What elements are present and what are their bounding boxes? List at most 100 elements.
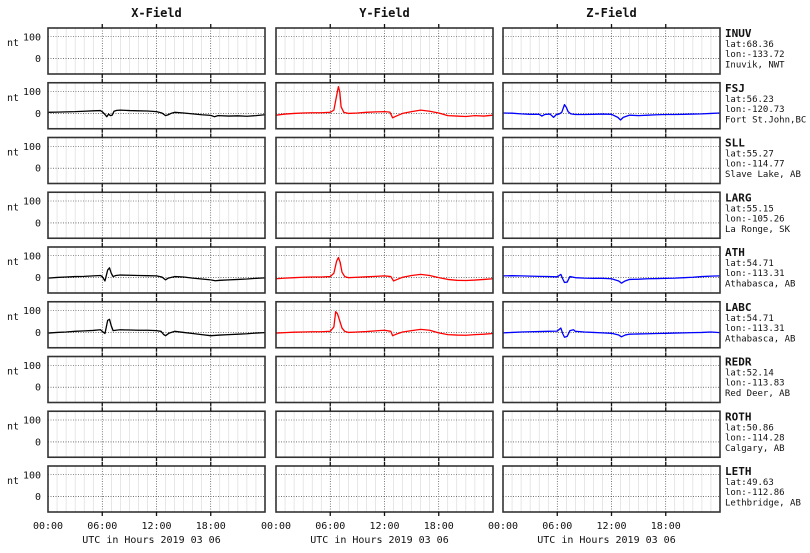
- station-lon: lon:-112.86: [725, 488, 785, 498]
- y-tick-label: 100: [23, 361, 41, 372]
- y-tick-label: 100: [23, 197, 41, 208]
- series-line-y-field: [275, 256, 494, 282]
- station-place: Athabasca, AB: [725, 280, 795, 290]
- x-axis-label: UTC in Hours 2019 03 06: [310, 535, 448, 546]
- station-lat: lat:55.15: [725, 204, 774, 214]
- panel: [275, 462, 494, 516]
- panel: [502, 297, 721, 352]
- y-axis-unit-label: nt: [7, 257, 19, 268]
- station-lon: lon:-113.31: [725, 324, 785, 334]
- x-tick-label: 00:00: [261, 521, 291, 532]
- x-tick-label: 12:00: [369, 521, 399, 532]
- station-lat: lat:50.86: [725, 423, 774, 433]
- column-title: X-Field: [131, 6, 182, 20]
- y-tick-label: 0: [35, 328, 41, 339]
- y-tick-label: 0: [35, 164, 41, 175]
- y-tick-label: 0: [35, 492, 41, 503]
- station-lon: lon:-113.31: [725, 269, 785, 279]
- x-tick-label: 00:00: [488, 521, 518, 532]
- station-lon: lon:-114.77: [725, 160, 785, 170]
- series-line-z-field: [502, 273, 721, 284]
- y-tick-label: 0: [35, 273, 41, 284]
- station-lon: lon:-114.28: [725, 433, 785, 443]
- station-code: SLL: [725, 137, 745, 150]
- station-code: ROTH: [725, 410, 752, 423]
- y-tick-label: 0: [35, 437, 41, 448]
- y-axis-unit-label: nt: [7, 38, 19, 49]
- station-place: Red Deer, AB: [725, 389, 790, 399]
- station-lon: lon:-133.72: [725, 50, 785, 60]
- station-code: ATH: [725, 246, 745, 259]
- panel: [502, 407, 721, 462]
- station-code: FSJ: [725, 82, 745, 95]
- series-line-x-field: [47, 109, 266, 118]
- series-line-y-field: [275, 86, 494, 119]
- panel: [47, 188, 266, 243]
- y-axis-unit-label: nt: [7, 93, 19, 104]
- panel: [47, 352, 266, 407]
- panel: [47, 297, 266, 352]
- panel: [275, 243, 494, 297]
- panel: [275, 78, 494, 133]
- y-tick-label: 100: [23, 32, 41, 43]
- station-place: Inuvik, NWT: [725, 61, 785, 71]
- panel: [275, 24, 494, 78]
- panel: [47, 24, 266, 78]
- station-lon: lon:-105.26: [725, 214, 785, 224]
- series-line-z-field: [502, 327, 721, 338]
- y-tick-label: 100: [23, 416, 41, 427]
- y-axis-unit-label: nt: [7, 148, 19, 159]
- y-tick-label: 100: [23, 142, 41, 153]
- y-tick-label: 0: [35, 109, 41, 120]
- y-axis-unit-label: nt: [7, 202, 19, 213]
- panel: [275, 297, 494, 352]
- y-tick-label: 100: [23, 251, 41, 262]
- x-axis-label: UTC in Hours 2019 03 06: [537, 535, 675, 546]
- station-place: Slave Lake, AB: [725, 170, 801, 180]
- station-lat: lat:68.36: [725, 40, 774, 50]
- panel: [275, 188, 494, 243]
- y-axis-unit-label: nt: [7, 476, 19, 487]
- y-axis-unit-label: nt: [7, 421, 19, 432]
- panel: [502, 133, 721, 188]
- station-lon: lon:-113.83: [725, 379, 785, 389]
- series-line-x-field: [47, 267, 266, 282]
- x-axis-label: UTC in Hours 2019 03 06: [82, 535, 220, 546]
- y-tick-label: 0: [35, 218, 41, 229]
- panel: [47, 243, 266, 297]
- station-place: Fort St.John,BC: [725, 115, 806, 125]
- y-tick-label: 0: [35, 383, 41, 394]
- x-tick-label: 00:00: [33, 521, 63, 532]
- panel: [47, 462, 266, 516]
- station-code: INUV: [725, 27, 752, 40]
- series-line-y-field: [275, 310, 494, 337]
- x-tick-label: 06:00: [315, 521, 345, 532]
- station-lat: lat:49.63: [725, 478, 774, 488]
- panel: [47, 407, 266, 462]
- y-tick-label: 100: [23, 87, 41, 98]
- panel: [275, 133, 494, 188]
- y-tick-label: 100: [23, 470, 41, 481]
- station-code: LETH: [725, 465, 752, 478]
- y-tick-label: 0: [35, 54, 41, 65]
- station-lat: lat:56.23: [725, 95, 774, 105]
- station-code: LARG: [725, 191, 752, 204]
- panel: [502, 352, 721, 407]
- station-lat: lat:55.27: [725, 150, 774, 160]
- station-lat: lat:52.14: [725, 369, 774, 379]
- panel: [502, 78, 721, 133]
- station-place: Athabasca, AB: [725, 334, 795, 344]
- x-tick-label: 12:00: [596, 521, 626, 532]
- station-lat: lat:54.71: [725, 314, 774, 324]
- station-place: Calgary, AB: [725, 444, 785, 454]
- station-code: LABC: [725, 301, 752, 314]
- panel: [47, 133, 266, 188]
- station-lon: lon:-120.73: [725, 105, 785, 115]
- x-tick-label: 18:00: [651, 521, 681, 532]
- x-tick-label: 12:00: [141, 521, 171, 532]
- panel: [502, 188, 721, 243]
- column-title: Z-Field: [586, 6, 637, 20]
- series-line-x-field: [47, 318, 266, 337]
- panel: [502, 24, 721, 78]
